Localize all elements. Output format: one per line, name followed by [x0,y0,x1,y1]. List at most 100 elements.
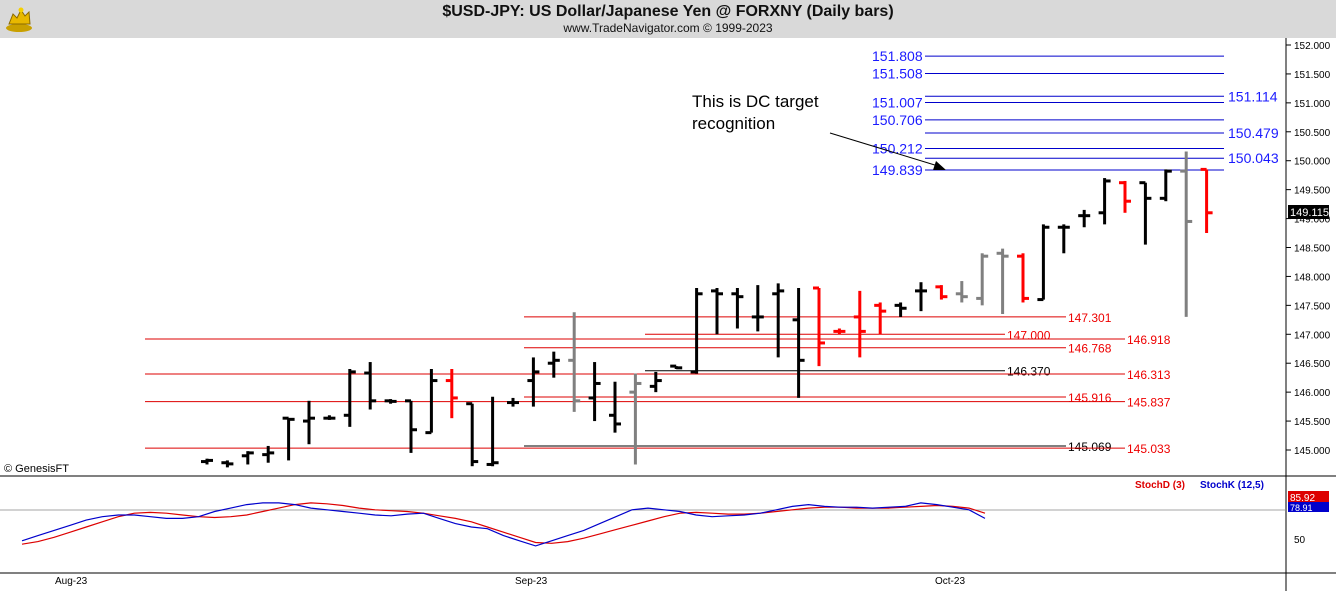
ohlc-bar [1057,224,1070,254]
ohlc-bar [629,373,642,465]
chart-subtitle: www.TradeNavigator.com © 1999-2023 [563,21,773,35]
level-label: 150.479 [1228,125,1279,141]
ohlc-bar [1180,151,1193,317]
ohlc-bar [874,302,887,335]
stochk-value-tag [1288,502,1329,512]
annotation-arrow [829,132,939,167]
ohlc-bar [670,364,683,370]
ohlc-bar [221,460,234,468]
level-label: 151.508 [872,65,923,81]
ohlc-bar [1017,253,1029,303]
y-tick-label: 147.500 [1294,301,1331,312]
ohlc-bar [894,302,907,317]
ohlc-bar [1119,180,1131,213]
level-label: 145.069 [1068,440,1112,454]
stochk-value-label: 78.91 [1290,503,1313,513]
stoch-series-line [21,502,986,545]
level-label: 145.916 [1068,391,1112,405]
ohlc-bar [792,288,805,398]
y-tick-label: 151.500 [1294,70,1331,81]
stochd-value-tag [1288,491,1329,503]
level-label: 151.114 [1228,88,1278,104]
ohlc-bar [405,399,417,453]
level-label: 146.768 [1068,342,1112,356]
annotation-text-line-1: This is DC target [692,92,819,111]
ohlc-bar [833,328,846,335]
y-tick-label: 147.000 [1294,330,1331,341]
watermark: © GenesisFT [4,463,69,475]
y-tick-label: 151.000 [1294,99,1331,110]
annotation-text-line-2: recognition [692,114,775,133]
stoch-series-line [21,502,986,547]
ohlc-bar [282,416,295,461]
level-label: 149.839 [872,162,923,178]
ohlc-bar [486,396,499,467]
ohlc-bar [1159,169,1172,202]
ohlc-bar [241,451,254,465]
legend-stochd: StochD (3) [1135,480,1185,491]
ohlc-bar [955,281,968,303]
ohlc-bar [547,351,560,378]
y-tick-label: 149.000 [1294,215,1331,226]
stochastic-pane [21,502,986,547]
level-label: 147.301 [1068,311,1112,325]
ohlc-bar [527,357,540,407]
annotation-arrowhead [933,161,946,170]
y-tick-label: 145.500 [1294,417,1331,428]
stoch-y-tick-50: 50 [1294,535,1306,546]
y-tick-label: 150.000 [1294,157,1331,168]
level-label: 150.212 [872,140,923,156]
ohlc-bar [772,283,785,358]
ohlc-bar [935,285,948,300]
ohlc-bar [1200,167,1213,234]
y-tick-label: 152.000 [1294,41,1331,52]
x-label-sep: Sep-23 [515,576,548,587]
y-tick-label: 148.500 [1294,244,1331,255]
ohlc-bar [343,369,356,427]
ohlc-bar [466,402,479,467]
ohlc-bar [364,362,377,410]
bull-logo-icon [6,7,32,32]
ohlc-bar [507,397,519,407]
ohlc-bar [813,286,825,367]
ohlc-bar [445,369,458,419]
ohlc-bar [201,458,213,465]
last-price-tag [1288,205,1329,219]
chart-header: $USD-JPY: US Dollar/Japanese Yen @ FORXN… [0,0,1336,38]
y-tick-label: 145.000 [1294,446,1331,457]
level-label: 150.706 [872,112,923,128]
level-label: 146.370 [1007,365,1051,379]
ohlc-bar [1037,224,1050,302]
ohlc-bar [649,371,662,393]
y-tick-label: 148.000 [1294,272,1331,283]
chart-title: $USD-JPY: US Dollar/Japanese Yen @ FORXN… [442,3,894,20]
ohlc-bar [976,253,989,306]
ohlc-bar [996,248,1009,315]
last-price-label: 149.115 [1290,207,1329,219]
level-label: 151.007 [872,94,923,110]
y-tick-label: 149.500 [1294,186,1331,197]
ohlc-bar [915,282,927,312]
ohlc-bar [1078,209,1091,228]
level-label: 150.043 [1228,150,1279,166]
ohlc-bar [751,285,764,332]
stochd-value-label: 85.92 [1290,493,1315,504]
level-label: 151.808 [872,48,923,64]
x-label-oct: Oct-23 [935,576,965,587]
level-label: 147.000 [1007,328,1051,342]
y-tick-label: 146.500 [1294,359,1331,370]
ohlc-bar [384,399,397,404]
ohlc-bar [323,415,336,420]
level-label: 145.837 [1127,396,1171,410]
x-label-aug: Aug-23 [55,576,88,587]
y-tick-label: 146.000 [1294,388,1331,399]
ohlc-bar [1139,181,1152,245]
ohlc-bar [609,381,621,433]
ohlc-bar [303,400,315,445]
ohlc-bar [1098,178,1111,225]
price-bars [201,151,1213,468]
y-tick-label: 150.500 [1294,128,1331,139]
ohlc-bar [731,288,744,329]
